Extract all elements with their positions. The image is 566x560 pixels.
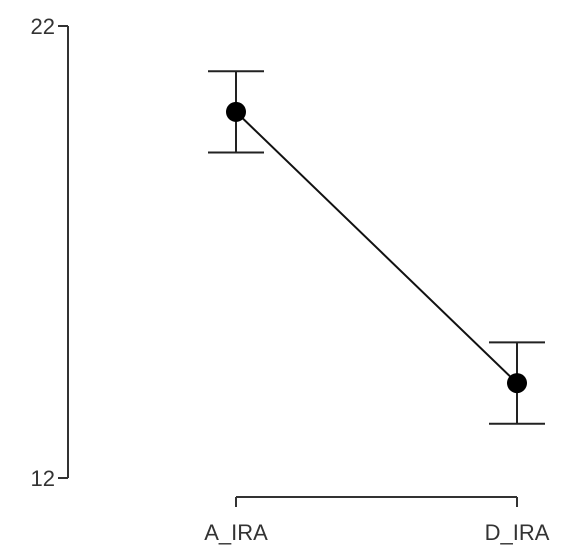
- y-tick-label-22: 22: [31, 14, 55, 39]
- x-tick-label-D_IRA: D_IRA: [485, 520, 550, 545]
- y-tick-label-12: 12: [31, 466, 55, 491]
- series-line: [235, 111, 518, 384]
- y-axis: 12 22: [31, 14, 69, 491]
- data-point-D_IRA: [507, 373, 527, 394]
- data-points: [226, 101, 527, 394]
- x-axis: A_IRA D_IRA: [204, 496, 550, 545]
- x-tick-label-A_IRA: A_IRA: [204, 520, 268, 545]
- data-point-A_IRA: [226, 101, 246, 122]
- series-lines: [235, 111, 518, 384]
